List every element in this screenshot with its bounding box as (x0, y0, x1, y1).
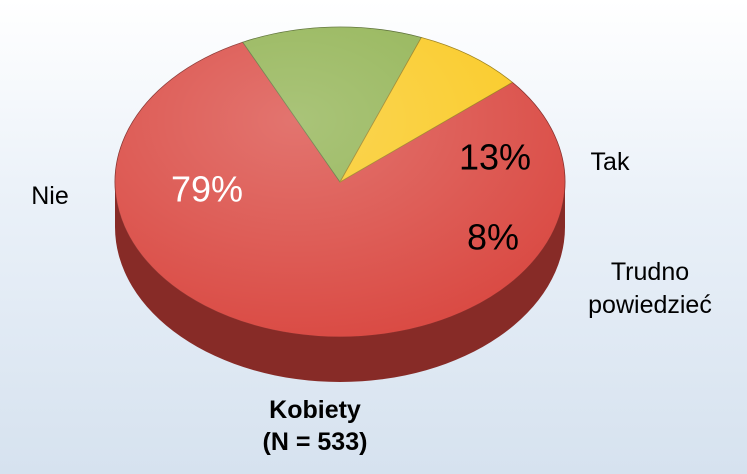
value-label: 79% (171, 169, 243, 210)
chart-title: Kobiety (269, 396, 361, 424)
pie-slice-side (115, 182, 565, 382)
pie-shine (115, 27, 565, 337)
category-label: Nie (31, 182, 69, 210)
value-label: 13% (459, 137, 531, 178)
chart-subtitle: (N = 533) (262, 428, 368, 456)
value-label: 8% (467, 217, 519, 258)
category-label: Tak (590, 148, 630, 176)
category-label: Trudno powiedzieć (588, 258, 712, 319)
